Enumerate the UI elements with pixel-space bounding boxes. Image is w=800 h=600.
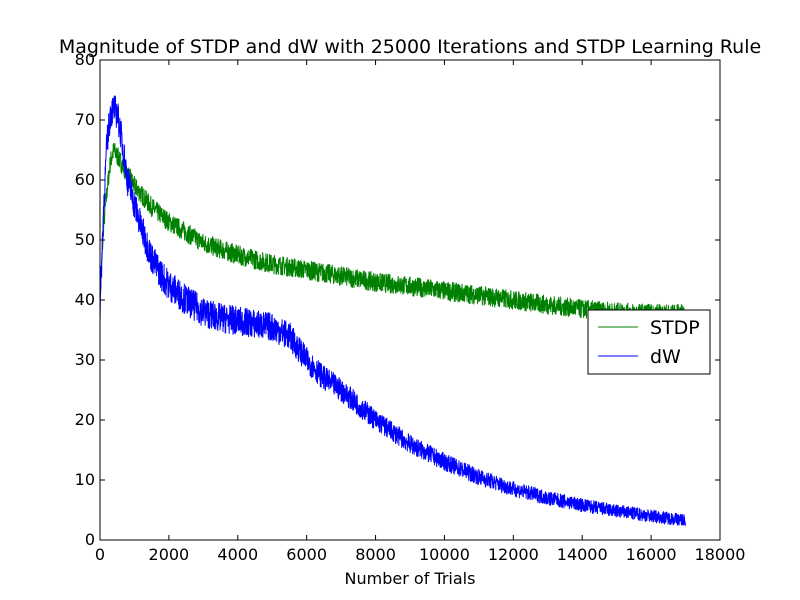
x-tick-label: 10000 [419,545,470,564]
x-tick-label: 4000 [217,545,258,564]
y-tick-label: 80 [75,50,95,69]
y-tick-label: 30 [75,350,95,369]
y-tick-label: 60 [75,170,95,189]
series-line-stdp [100,142,686,324]
x-tick-label: 14000 [557,545,608,564]
y-tick-label: 10 [75,470,95,489]
x-tick-label: 12000 [488,545,539,564]
legend-label-stdp: STDP [650,317,700,339]
x-tick-label: 18000 [695,545,746,564]
x-tick-label: 6000 [286,545,327,564]
series-layer [100,95,686,526]
x-tick-label: 2000 [149,545,190,564]
x-axis-label: Number of Trials [345,569,476,588]
y-tick-label: 70 [75,110,95,129]
ticks-layer: 0 2000 4000 6000 8000 10000 12000 14000 16000 180… [75,50,746,564]
y-tick-label: 0 [85,530,95,549]
x-tick-label: 16000 [626,545,677,564]
y-tick-label: 20 [75,410,95,429]
x-tick-label: 8000 [355,545,396,564]
x-tick-label: 0 [95,545,105,564]
y-tick-label: 50 [75,230,95,249]
legend: STDP dW [587,309,711,375]
legend-box [587,309,711,375]
y-tick-label: 40 [75,290,95,309]
legend-label-dw: dW [650,346,681,368]
chart-title: Magnitude of STDP and dW with 25000 Iter… [59,36,761,58]
series-line-dw [100,95,686,526]
